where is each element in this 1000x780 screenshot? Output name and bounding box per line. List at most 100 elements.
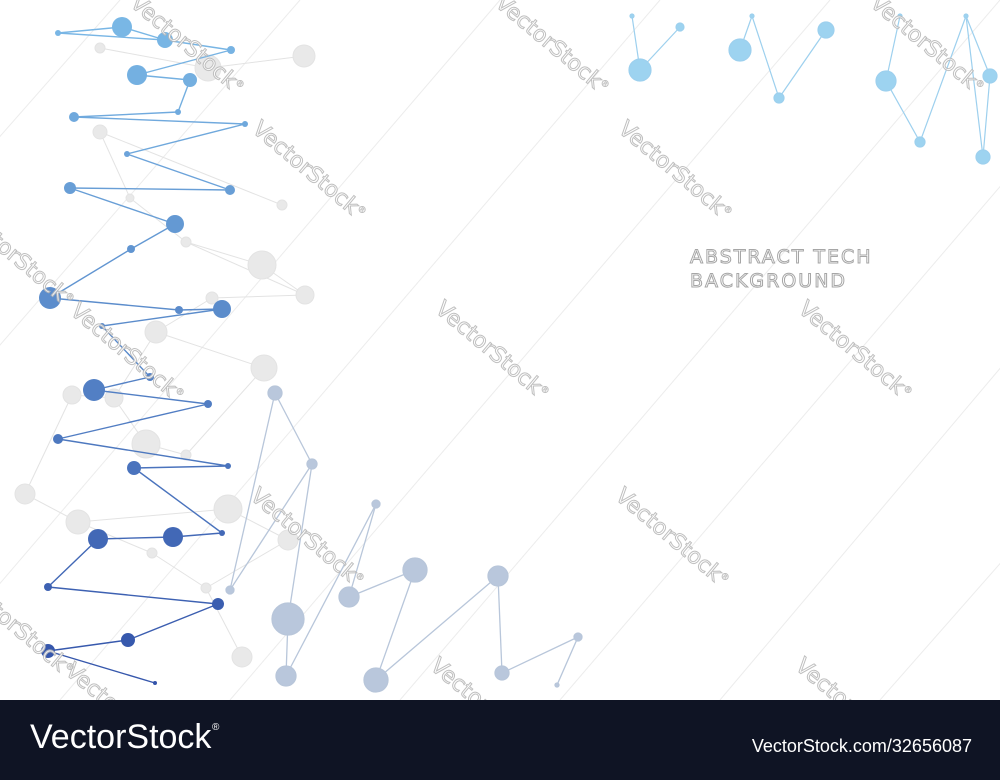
- ghost-node: [276, 199, 288, 211]
- ghost-node: [62, 385, 82, 405]
- ghost-node: [14, 483, 36, 505]
- light-node: [749, 13, 755, 19]
- network-link: [77, 521, 153, 554]
- network-link: [185, 241, 306, 296]
- diagonal-line: [59, 0, 661, 700]
- blue-node: [64, 182, 76, 194]
- network-link: [556, 636, 579, 686]
- network-link: [965, 15, 991, 77]
- blue-node: [127, 245, 135, 253]
- network-link: [133, 465, 229, 469]
- pale-node: [487, 565, 509, 587]
- pale-node: [267, 385, 283, 401]
- light-node: [817, 21, 835, 39]
- network-link: [285, 503, 377, 677]
- title-line-2: BACKGROUND: [690, 270, 848, 292]
- ghost-node: [144, 320, 168, 344]
- blue-node: [112, 17, 132, 37]
- network-link: [99, 131, 283, 206]
- blue-node: [44, 583, 52, 591]
- pale-node: [275, 665, 297, 687]
- title-line-1: ABSTRACT TECH: [690, 246, 873, 268]
- diagonal-line: [559, 185, 1000, 700]
- network-link: [982, 75, 991, 158]
- blue-node: [88, 529, 108, 549]
- blue-node: [121, 633, 135, 647]
- pale-node: [494, 665, 510, 681]
- blue-node: [227, 46, 235, 54]
- ghost-node: [92, 124, 108, 140]
- network-link: [24, 394, 73, 495]
- network-link: [229, 392, 276, 591]
- ghost-node: [213, 494, 243, 524]
- network-link: [97, 536, 174, 540]
- pale-node: [225, 585, 235, 595]
- ghost-node: [146, 547, 158, 559]
- pale-node: [402, 557, 428, 583]
- pale-blue-network: [225, 385, 583, 693]
- pale-node: [573, 632, 583, 642]
- network-link: [127, 603, 219, 641]
- network-link: [751, 15, 780, 99]
- blue-node: [212, 598, 224, 610]
- ghost-node: [65, 509, 91, 535]
- blue-node: [225, 463, 231, 469]
- diagonal-line: [879, 562, 1000, 700]
- network-link: [73, 116, 246, 125]
- network-link: [69, 187, 176, 225]
- network-link: [57, 403, 209, 440]
- network-link: [69, 187, 231, 191]
- ghost-node: [205, 291, 219, 305]
- network-link: [73, 111, 179, 118]
- network-link: [101, 308, 223, 327]
- light-node: [982, 68, 998, 84]
- network-link: [497, 575, 503, 674]
- network-link: [129, 197, 187, 243]
- footer-brand-mark: ®: [212, 722, 220, 733]
- pale-node: [338, 586, 360, 608]
- ghost-node: [200, 582, 212, 594]
- network-link: [57, 26, 123, 34]
- blue-node: [175, 109, 181, 115]
- blue-node: [55, 30, 61, 36]
- diagonal-line: [0, 0, 121, 138]
- pale-node: [554, 682, 560, 688]
- diagonal-line: [0, 0, 501, 585]
- blue-node: [219, 530, 225, 536]
- blue-node: [53, 434, 63, 444]
- network-link: [155, 331, 265, 369]
- network-link: [919, 15, 967, 143]
- ghost-node: [125, 193, 135, 203]
- pale-node: [271, 602, 305, 636]
- network-link: [274, 392, 313, 465]
- network-link: [126, 123, 246, 155]
- blue-node: [242, 121, 248, 127]
- blue-node: [183, 73, 197, 87]
- blue-node: [213, 300, 231, 318]
- ghost-node: [180, 236, 192, 248]
- light-node: [773, 92, 785, 104]
- light-blue-network-top-right: [628, 13, 998, 165]
- blue-node: [127, 461, 141, 475]
- light-node: [728, 38, 752, 62]
- network-link: [93, 389, 209, 405]
- network-link: [501, 636, 579, 674]
- pale-node: [371, 499, 381, 509]
- network-link: [375, 569, 416, 681]
- network-link: [211, 294, 306, 299]
- pale-node: [306, 458, 318, 470]
- network-link: [133, 467, 223, 534]
- diagonal-line: [229, 0, 831, 700]
- network-link: [185, 367, 265, 456]
- light-node: [629, 13, 635, 19]
- blue-node: [166, 215, 184, 233]
- light-node: [875, 70, 897, 92]
- diagonal-line: [719, 367, 1000, 700]
- ghost-node: [247, 250, 277, 280]
- network-link: [47, 586, 219, 605]
- network-link: [885, 80, 921, 143]
- light-node: [628, 58, 652, 82]
- network-link: [47, 538, 99, 588]
- diagonal-line: [0, 0, 301, 346]
- network-link: [57, 438, 229, 467]
